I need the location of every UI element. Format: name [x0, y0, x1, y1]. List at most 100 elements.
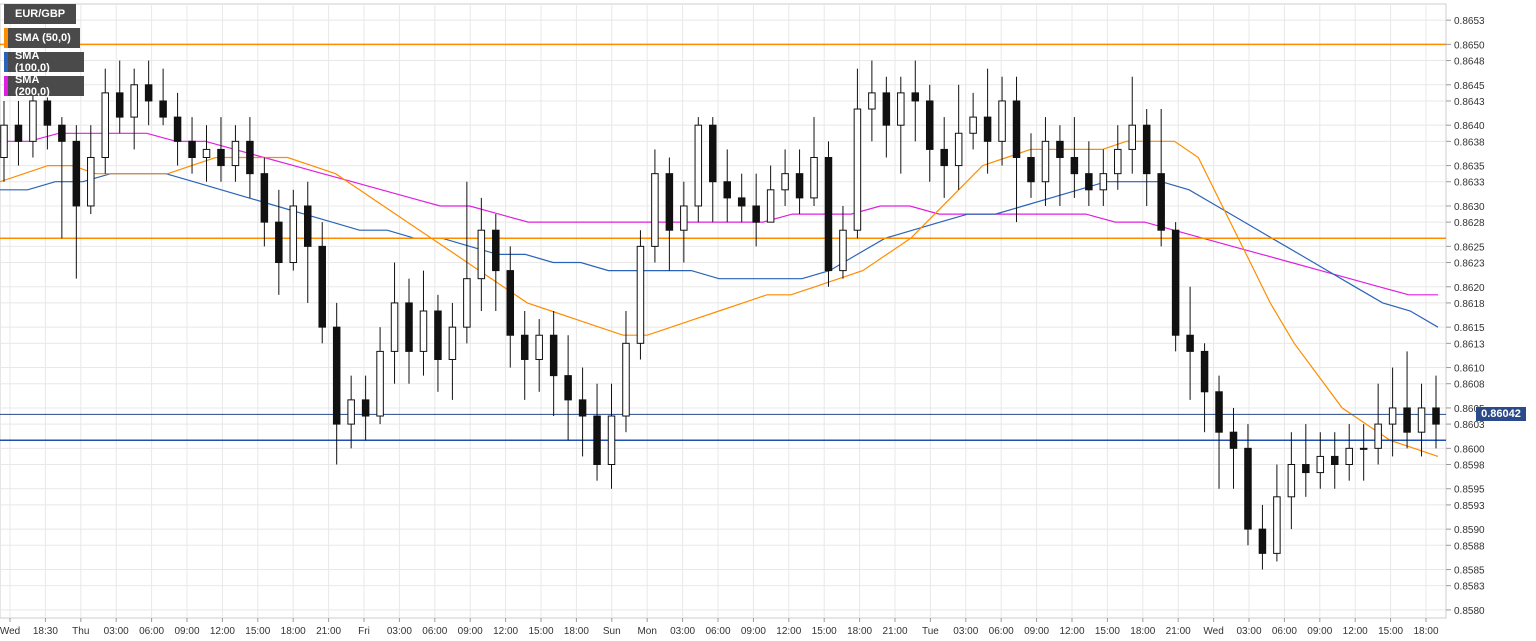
candle-body: [535, 334, 543, 360]
candle-body: [202, 148, 211, 158]
candle-body: [289, 205, 298, 264]
candle-body: [1099, 173, 1108, 191]
x-tick-label: 15:00: [1095, 626, 1120, 637]
legend-sma-50: SMA (50,0): [4, 28, 80, 48]
legend: EUR/GBP SMA (50,0) SMA (100,0) SMA (200,…: [4, 4, 84, 100]
candle-body: [434, 310, 442, 360]
x-tick-label: 03:00: [1236, 626, 1261, 637]
y-tick-label: 0.8633: [1454, 178, 1485, 189]
x-tick-label: 21:00: [882, 626, 907, 637]
x-tick-label: 06:00: [705, 626, 730, 637]
candle-body: [1171, 229, 1180, 336]
x-tick-label: 15:00: [245, 626, 270, 637]
candle-body: [665, 173, 674, 231]
candle-body: [1056, 140, 1064, 158]
candle-body: [43, 100, 52, 126]
candle-body: [737, 197, 746, 207]
x-tick-label: 15:00: [812, 626, 837, 637]
y-tick-label: 0.8585: [1454, 566, 1485, 577]
candle-body: [752, 205, 760, 223]
x-tick-label: 12:00: [1343, 626, 1368, 637]
sma-200-swatch: [4, 76, 8, 96]
x-tick-label: 03:00: [104, 626, 129, 637]
candle-body: [318, 245, 326, 328]
candle-body: [709, 124, 717, 183]
y-tick-label: 0.8648: [1454, 57, 1485, 68]
candle-body: [578, 399, 587, 417]
legend-symbol-swatch: [4, 4, 8, 24]
candle-body: [101, 92, 110, 158]
legend-symbol: EUR/GBP: [4, 4, 76, 24]
sma-200-line: [0, 132, 1438, 296]
candle-body: [1186, 334, 1194, 352]
candle-body: [564, 375, 572, 401]
candle-body: [1388, 407, 1397, 425]
x-tick-label: 18:00: [564, 626, 589, 637]
candle-body: [14, 124, 23, 142]
y-tick-label: 0.8590: [1454, 525, 1485, 536]
candle-body: [1258, 528, 1267, 554]
y-tick-label: 0.8613: [1454, 339, 1485, 350]
candle-body: [549, 334, 558, 377]
candle-body: [868, 92, 876, 110]
candle-body: [969, 116, 977, 134]
y-tick-label: 0.8598: [1454, 461, 1485, 472]
candle-body: [1041, 140, 1050, 183]
candle-body: [1330, 455, 1339, 465]
x-tick-label: Wed: [1203, 626, 1223, 637]
sma-100-swatch: [4, 52, 8, 72]
candle-body: [1114, 148, 1122, 175]
x-tick-label: Tue: [922, 626, 939, 637]
candle-body: [87, 157, 95, 207]
candle-body: [1215, 391, 1223, 433]
candle-body: [1287, 464, 1296, 498]
x-tick-label: 03:00: [670, 626, 695, 637]
candle-body: [1403, 407, 1411, 433]
y-tick-label: 0.8610: [1454, 364, 1485, 375]
x-tick-label: 21:00: [316, 626, 341, 637]
candle-body: [694, 124, 703, 207]
candle-body: [1012, 100, 1021, 158]
sma-100-line: [0, 173, 1439, 328]
x-tick-label: Fri: [358, 626, 370, 637]
candle-body: [839, 229, 847, 272]
legend-sma-100: SMA (100,0): [4, 50, 84, 74]
y-tick-label: 0.8600: [1454, 444, 1485, 455]
candle-body: [1374, 423, 1382, 449]
candle-body: [29, 100, 37, 142]
candle-body: [506, 270, 515, 336]
y-tick-label: 0.8605: [1454, 404, 1485, 415]
x-tick-label: 12:00: [493, 626, 518, 637]
x-tick-label: 06:00: [139, 626, 164, 637]
y-tick-label: 0.8595: [1454, 485, 1485, 496]
candle-body: [1302, 464, 1310, 474]
candle-body: [998, 100, 1006, 142]
candle-body: [130, 84, 138, 118]
x-tick-label: Mon: [637, 626, 656, 637]
candle-body: [1128, 124, 1136, 150]
candle-body: [347, 399, 355, 425]
candle-body: [954, 132, 963, 167]
candle-body: [332, 326, 341, 425]
y-tick-label: 0.8583: [1454, 582, 1485, 593]
candle-body: [231, 140, 240, 167]
x-tick-label: Sun: [603, 626, 621, 637]
y-tick-label: 0.8603: [1454, 420, 1485, 431]
y-tick-label: 0.8618: [1454, 299, 1485, 310]
y-tick-label: 0.8620: [1454, 283, 1485, 294]
y-tick-label: 0.8635: [1454, 162, 1485, 173]
candle-body: [217, 148, 225, 167]
candle-body: [824, 157, 833, 272]
candle-body: [1273, 496, 1281, 554]
y-tick-label: 0.8608: [1454, 380, 1485, 391]
candle-body: [1417, 407, 1426, 433]
x-tick-label: Thu: [72, 626, 89, 637]
x-tick-label: 03:00: [387, 626, 412, 637]
x-tick-label: 12:00: [776, 626, 801, 637]
x-tick-label: 09:00: [741, 626, 766, 637]
x-tick-label: 12:00: [210, 626, 235, 637]
y-tick-label: 0.8640: [1454, 121, 1485, 132]
candle-body: [882, 92, 891, 126]
